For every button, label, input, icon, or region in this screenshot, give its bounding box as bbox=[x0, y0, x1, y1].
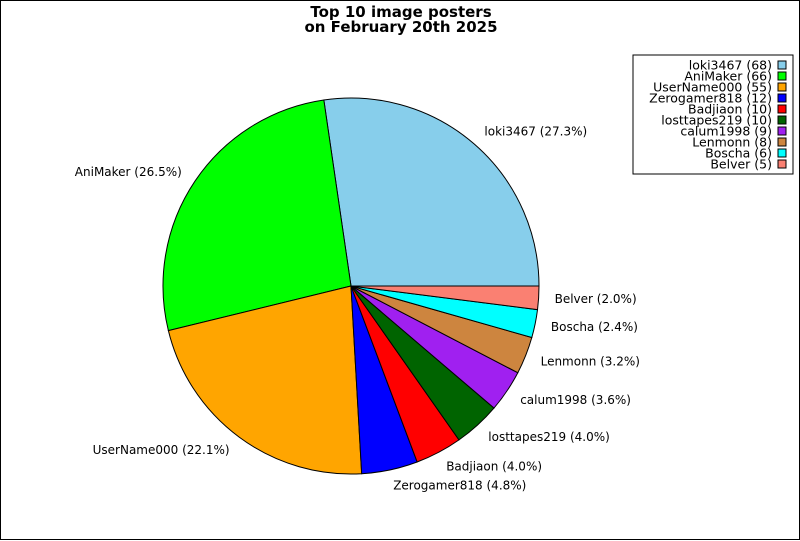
legend-swatch-calum1998 bbox=[777, 126, 787, 136]
legend-label-boscha: Boscha (6) bbox=[705, 146, 772, 161]
pie-labels: loki3467 (27.3%) AniMaker (26.5%) UserName… bbox=[75, 125, 640, 493]
slice-label-lenmonn: Lenmonn (3.2%) bbox=[541, 354, 640, 368]
legend-swatch-boscha bbox=[777, 148, 787, 158]
pie-slice-animaker bbox=[162, 99, 352, 332]
slice-label-animaker: AniMaker (26.5%) bbox=[75, 165, 182, 179]
legend-swatch-lenmonn bbox=[777, 137, 787, 147]
slice-label-boscha: Boscha (2.4%) bbox=[551, 320, 638, 334]
pie-slice-belver bbox=[350, 285, 540, 311]
legend-label-losttapes219: losttapes219 (10) bbox=[661, 113, 772, 128]
slice-label-username000: UserName000 (22.1%) bbox=[93, 443, 230, 457]
legend-label-lenmonn: Lenmonn (8) bbox=[692, 135, 772, 150]
legend-label-loki3467: loki3467 (68) bbox=[689, 58, 772, 73]
legend-label-animaker: AniMaker (66) bbox=[684, 69, 772, 84]
legend-label-username000: UserName000 (55) bbox=[653, 80, 772, 95]
slice-label-belver: Belver (2.0%) bbox=[555, 292, 637, 306]
pie-slices bbox=[162, 97, 540, 475]
legend-label-zerogamer818: Zerogamer818 (12) bbox=[649, 91, 772, 106]
chart-title-line-2: on February 20th 2025 bbox=[304, 18, 497, 36]
legend-swatch-zerogamer818 bbox=[777, 93, 787, 103]
legend-swatch-username000 bbox=[777, 82, 787, 92]
slice-label-calum1998: calum1998 (3.6%) bbox=[520, 393, 631, 407]
legend-swatch-badjiaon bbox=[777, 104, 787, 114]
slice-label-badjiaon: Badjiaon (4.0%) bbox=[446, 459, 542, 473]
chart-title-line-1: Top 10 image posters bbox=[310, 3, 491, 21]
legend-swatch-losttapes219 bbox=[777, 115, 787, 125]
slice-label-losttapes219: losttapes219 (4.0%) bbox=[488, 430, 610, 444]
legend-swatch-animaker bbox=[777, 71, 787, 81]
legend-label-badjiaon: Badjiaon (10) bbox=[688, 102, 772, 117]
legend-swatch-loki3467 bbox=[777, 60, 787, 70]
pie-slice-username000 bbox=[167, 285, 363, 475]
slice-label-loki3467: loki3467 (27.3%) bbox=[484, 125, 587, 139]
pie-slice-loki3467 bbox=[323, 97, 540, 287]
legend-label-belver: Belver (5) bbox=[710, 157, 772, 172]
legend-swatch-belver bbox=[777, 159, 787, 169]
legend-box bbox=[632, 54, 794, 175]
legend: loki3467 (68)AniMaker (66)UserName000 (5… bbox=[632, 54, 794, 175]
slice-label-zerogamer818: Zerogamer818 (4.8%) bbox=[393, 479, 526, 493]
legend-label-calum1998: calum1998 (9) bbox=[680, 124, 772, 139]
